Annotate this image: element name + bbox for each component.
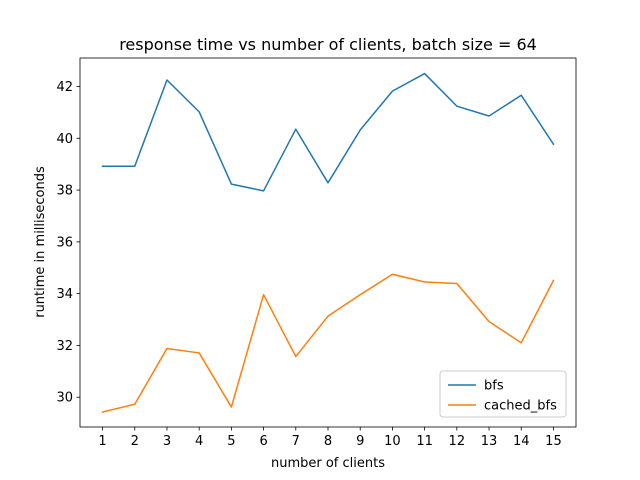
- x-tick-label: 14: [513, 434, 530, 449]
- x-tick-label: 7: [292, 434, 300, 449]
- y-axis-label: runtime in milliseconds: [33, 166, 48, 318]
- legend-label-bfs: bfs: [484, 379, 504, 394]
- x-tick-label: 13: [481, 434, 498, 449]
- legend-label-cached-bfs: cached_bfs: [484, 399, 557, 414]
- y-tick-label: 32: [56, 339, 73, 354]
- x-tick-label: 15: [545, 434, 562, 449]
- x-tick-label: 5: [227, 434, 235, 449]
- y-tick-label: 30: [56, 391, 73, 406]
- x-tick-label: 4: [195, 434, 203, 449]
- x-tick-label: 10: [384, 434, 401, 449]
- y-tick-label: 34: [56, 287, 73, 302]
- x-axis-label: number of clients: [271, 456, 385, 471]
- y-tick-label: 40: [56, 132, 73, 147]
- x-tick-label: 11: [416, 434, 433, 449]
- y-tick-label: 38: [56, 184, 73, 199]
- x-tick-label: 3: [163, 434, 171, 449]
- x-tick-label: 8: [324, 434, 332, 449]
- x-tick-label: 12: [449, 434, 466, 449]
- x-tick-label: 6: [259, 434, 267, 449]
- series-line-cached-bfs: [101, 273, 555, 413]
- legend: bfs cached_bfs: [439, 370, 567, 418]
- x-tick-label: 9: [356, 434, 364, 449]
- x-tick-label: 2: [131, 434, 139, 449]
- series-line-bfs: [101, 72, 555, 192]
- y-tick-label: 36: [56, 235, 73, 250]
- x-tick-label: 1: [98, 434, 106, 449]
- chart-title: response time vs number of clients, batc…: [119, 35, 537, 54]
- y-tick-label: 42: [56, 80, 73, 95]
